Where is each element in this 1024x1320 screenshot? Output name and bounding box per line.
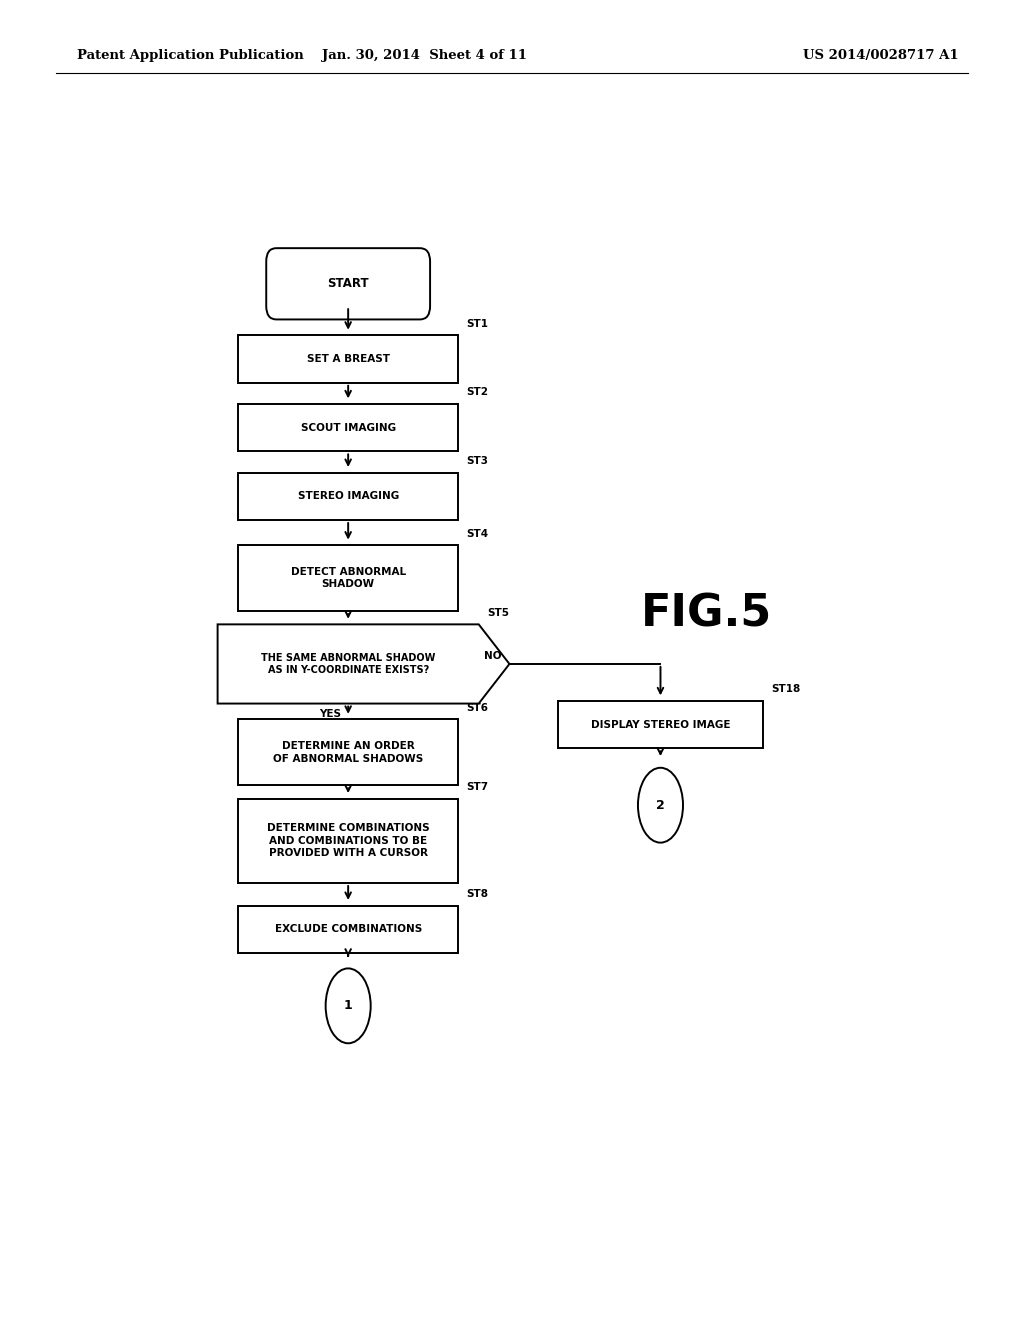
Polygon shape xyxy=(218,624,510,704)
Text: ST1: ST1 xyxy=(467,318,488,329)
Text: NO: NO xyxy=(484,651,502,661)
Text: EXCLUDE COMBINATIONS: EXCLUDE COMBINATIONS xyxy=(274,924,422,935)
Text: SCOUT IMAGING: SCOUT IMAGING xyxy=(301,422,395,433)
Text: US 2014/0028717 A1: US 2014/0028717 A1 xyxy=(803,49,958,62)
Text: Patent Application Publication: Patent Application Publication xyxy=(77,49,303,62)
Text: 1: 1 xyxy=(344,999,352,1012)
Text: ST2: ST2 xyxy=(467,387,488,397)
Ellipse shape xyxy=(638,768,683,842)
Text: THE SAME ABNORMAL SHADOW
AS IN Y-COORDINATE EXISTS?: THE SAME ABNORMAL SHADOW AS IN Y-COORDIN… xyxy=(261,653,435,675)
Text: DETECT ABNORMAL
SHADOW: DETECT ABNORMAL SHADOW xyxy=(291,568,406,589)
Text: ST4: ST4 xyxy=(467,528,488,539)
Text: YES: YES xyxy=(318,709,341,719)
Text: FIG.5: FIG.5 xyxy=(641,593,772,635)
Bar xyxy=(239,473,459,520)
Text: ST6: ST6 xyxy=(467,702,488,713)
Bar xyxy=(239,906,459,953)
Text: 2: 2 xyxy=(656,799,665,812)
Text: DETERMINE COMBINATIONS
AND COMBINATIONS TO BE
PROVIDED WITH A CURSOR: DETERMINE COMBINATIONS AND COMBINATIONS … xyxy=(267,824,429,858)
Text: SET A BREAST: SET A BREAST xyxy=(306,354,390,364)
Bar xyxy=(239,545,459,611)
Text: DETERMINE AN ORDER
OF ABNORMAL SHADOWS: DETERMINE AN ORDER OF ABNORMAL SHADOWS xyxy=(273,742,423,763)
FancyBboxPatch shape xyxy=(266,248,430,319)
Ellipse shape xyxy=(326,969,371,1043)
Text: DISPLAY STEREO IMAGE: DISPLAY STEREO IMAGE xyxy=(591,719,730,730)
Text: START: START xyxy=(328,277,369,290)
Bar xyxy=(239,335,459,383)
Bar xyxy=(239,404,459,451)
Text: ST3: ST3 xyxy=(467,455,488,466)
Bar xyxy=(558,701,763,748)
Text: Jan. 30, 2014  Sheet 4 of 11: Jan. 30, 2014 Sheet 4 of 11 xyxy=(323,49,527,62)
Bar xyxy=(239,799,459,883)
Text: ST8: ST8 xyxy=(467,888,488,899)
Text: ST5: ST5 xyxy=(487,607,509,618)
Text: ST7: ST7 xyxy=(467,781,488,792)
Text: STEREO IMAGING: STEREO IMAGING xyxy=(298,491,398,502)
Bar xyxy=(239,719,459,785)
Text: ST18: ST18 xyxy=(771,684,801,694)
